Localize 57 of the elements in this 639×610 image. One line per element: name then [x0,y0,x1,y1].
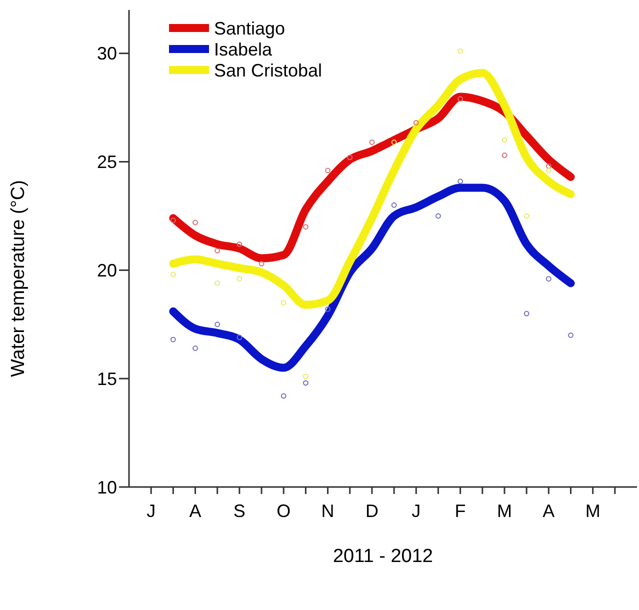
y-tick-label: 10 [96,477,117,498]
point [236,334,242,340]
point [214,322,220,328]
point [236,276,242,282]
point [524,213,530,219]
x-axis-title: 2011 - 2012 [332,546,434,567]
point [502,137,508,143]
point [214,248,220,254]
point [546,168,552,174]
point [458,178,464,184]
x-tick-label: O [276,501,291,521]
point [258,260,264,266]
y-tick-label: 25 [96,152,117,172]
x-tick-label: A [542,501,555,521]
point [546,163,552,169]
point [192,346,198,351]
x-tick-label: M [496,501,512,521]
point [435,213,441,219]
y-tick-label: 15 [96,368,117,389]
x-tick-label: J [412,501,421,521]
point [347,154,353,160]
y-tick-label: 20 [96,260,117,280]
y-tick-label: 30 [96,44,117,64]
point [170,272,176,278]
x-tick-label: D [365,501,378,521]
point [325,168,331,174]
point [524,310,530,316]
point [458,48,464,54]
point [302,380,308,386]
point [369,140,375,145]
x-tick-label: S [233,501,246,521]
point [280,393,286,399]
point [391,140,397,145]
x-tick-label: J [146,501,156,521]
point [170,336,176,342]
y-axis-title: Water temperature (°C) [8,180,29,377]
point [214,280,220,286]
point [413,120,419,126]
x-tick-label: F [454,501,466,521]
point [458,96,464,102]
x-tick-label: M [585,501,600,521]
point [192,220,198,226]
legend-label: Santiago [214,18,286,38]
point [502,152,508,158]
point [302,374,308,380]
legend-label: San Cristobal [214,60,322,80]
x-tick-label: N [321,501,334,521]
point [391,202,397,208]
point [568,332,574,338]
point [236,241,242,247]
legend-label: Isabela [214,39,274,60]
point [546,276,552,282]
point [302,224,308,230]
point [280,300,286,306]
x-tick-label: A [189,501,202,521]
point [170,218,176,224]
point [325,306,331,312]
